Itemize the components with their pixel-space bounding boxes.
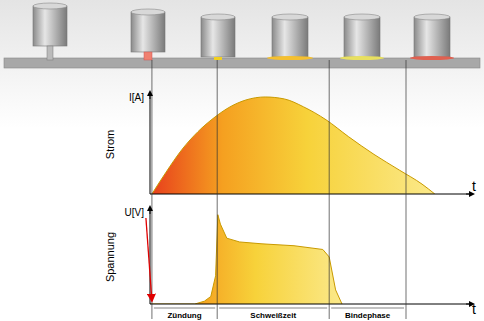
svg-text:t: t <box>472 178 476 194</box>
svg-text:t: t <box>472 301 476 317</box>
svg-text:Schweißzeit: Schweißzeit <box>250 311 296 320</box>
svg-text:Spannung: Spannung <box>104 232 116 282</box>
svg-text:I[A]: I[A] <box>129 92 144 103</box>
svg-text:Strom: Strom <box>104 130 116 159</box>
svg-text:U[V]: U[V] <box>125 207 145 218</box>
svg-text:Bindephase: Bindephase <box>345 311 391 320</box>
svg-text:Zündung: Zündung <box>167 311 201 320</box>
